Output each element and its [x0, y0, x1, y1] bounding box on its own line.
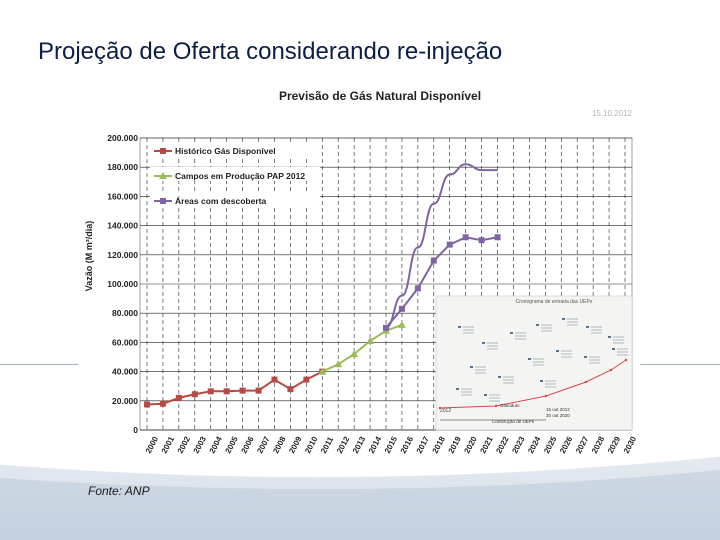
inset-platform-icon — [458, 326, 461, 328]
data-point — [397, 320, 406, 328]
y-tick-label: 160.000 — [107, 191, 138, 201]
inset-platform-icon — [470, 366, 473, 368]
data-point — [255, 387, 262, 394]
inset-platform-icon — [528, 358, 531, 360]
y-axis-label: Vazão (M m³/dia) — [84, 221, 94, 292]
y-axis-ticks: 0 20.000 40.000 60.000 80.000 100.000 120.000 1… — [107, 133, 138, 435]
legend-bg — [150, 142, 320, 156]
data-point — [223, 388, 230, 395]
source-label: Fonte: ANP — [88, 484, 150, 498]
inset-note: Gasoduto — [500, 403, 520, 408]
legend-label: Áreas com descoberta — [175, 196, 266, 206]
data-point — [446, 241, 453, 248]
inset-start-label: 2012 — [440, 408, 451, 414]
inset-curve-point — [544, 394, 548, 398]
chart-date-stamp: 15.10.2012 — [592, 109, 633, 118]
y-tick-label: 140.000 — [107, 221, 138, 231]
data-point — [303, 376, 310, 383]
inset-red-curve — [439, 359, 627, 409]
inset-curve-point — [609, 368, 613, 372]
inset-title: Cronograma de entrada das UEPs — [516, 299, 593, 305]
legend-label: Histórico Gás Disponível — [175, 146, 276, 156]
y-tick-label: 80.000 — [112, 308, 138, 318]
data-point — [287, 386, 294, 393]
data-point — [144, 401, 150, 408]
inset-curve-point — [494, 404, 498, 408]
data-point — [318, 367, 327, 375]
inset-legend-item: 15 out 2012 — [546, 407, 570, 412]
inset-platform-icon — [498, 376, 501, 378]
data-point — [334, 360, 343, 368]
data-point — [350, 350, 359, 358]
inset-platform-icon — [556, 350, 559, 352]
legend-label: Campos em Produção PAP 2012 — [175, 171, 305, 181]
data-point — [191, 391, 198, 398]
inset-legend-item: 30 out 2020 — [546, 413, 570, 418]
y-tick-label: 180.000 — [107, 162, 138, 172]
data-point — [478, 237, 485, 244]
y-tick-label: 120.000 — [107, 250, 138, 260]
y-tick-label: 60.000 — [112, 337, 138, 347]
y-tick-label: 40.000 — [112, 367, 138, 377]
inset-platform-icon — [510, 332, 513, 334]
inset-curve-point — [438, 406, 442, 410]
inset-curve-point — [584, 380, 588, 384]
inset-platform-icon — [484, 394, 487, 396]
inset-platform-icon — [536, 324, 539, 326]
legend-marker — [160, 198, 166, 204]
inset-timeline: Cronograma de entrada das UEPs 2012 Constr… — [435, 295, 633, 431]
inset-panel — [435, 295, 633, 431]
y-tick-label: 20.000 — [112, 396, 138, 406]
y-tick-label: 200.000 — [107, 133, 138, 143]
inset-platform-icon — [540, 380, 543, 382]
series-line-4 — [385, 163, 498, 329]
inset-platform-icon — [586, 326, 589, 328]
inset-platform-icon — [482, 342, 485, 344]
inset-platform-icon — [584, 356, 587, 358]
data-point — [207, 388, 214, 395]
series-layer — [144, 163, 501, 408]
data-point — [462, 234, 469, 241]
data-point — [175, 394, 182, 401]
inset-platform-icon — [612, 348, 615, 350]
left-divider-line — [0, 364, 78, 365]
legend-bg — [150, 167, 320, 181]
legend-marker — [159, 172, 167, 179]
inset-platform-icon — [456, 388, 459, 390]
y-tick-label: 0 — [133, 425, 138, 435]
data-point — [398, 305, 405, 312]
data-point — [271, 376, 278, 383]
inset-platform-icon — [608, 336, 611, 338]
data-point — [414, 285, 421, 292]
inset-platform-icon — [562, 318, 565, 320]
legend-bg — [150, 192, 320, 206]
right-divider-line — [640, 364, 720, 365]
chart-title: Previsão de Gás Natural Disponível — [279, 89, 481, 103]
data-point — [239, 387, 246, 394]
legend-marker — [160, 148, 166, 154]
inset-curve-point — [624, 358, 628, 362]
data-point — [159, 400, 166, 407]
data-point — [430, 257, 437, 264]
inset-legend-item: Construção de UEPs — [492, 419, 535, 424]
data-point — [494, 234, 501, 241]
footer-band — [0, 455, 720, 540]
data-point — [366, 336, 375, 344]
slide-title: Projeção de Oferta considerando re-injeç… — [38, 38, 503, 65]
y-tick-label: 100.000 — [107, 279, 138, 289]
legend: Histórico Gás Disponível Campos em Produç… — [150, 142, 320, 206]
